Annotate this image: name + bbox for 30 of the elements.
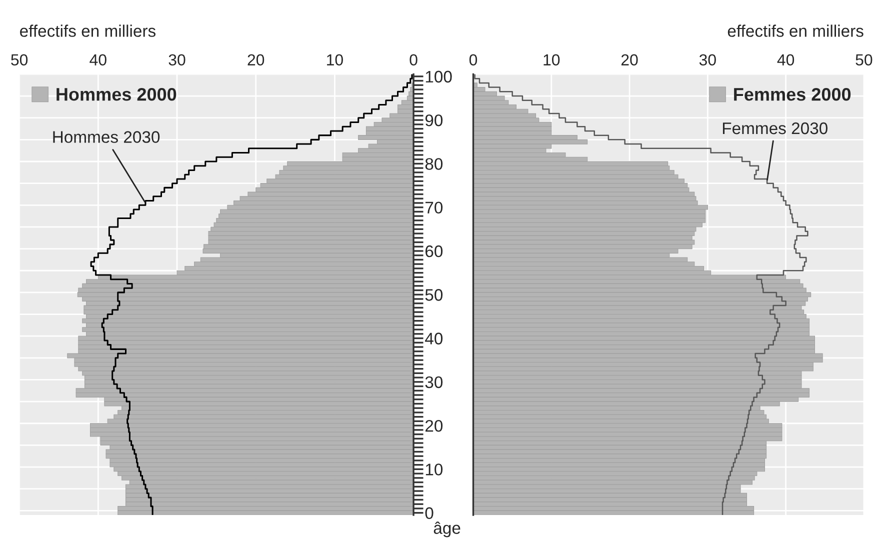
x-tick-label: 10: [544, 54, 560, 66]
x-tick-label: 0: [469, 54, 478, 66]
x-tick-label: 30: [168, 54, 186, 66]
x-axis-title: effectifs en milliers: [20, 24, 156, 37]
y-tick-label: 90: [425, 114, 443, 126]
legend-label: Hommes 2000: [56, 88, 176, 101]
x-tick-label: 40: [90, 54, 106, 66]
y-tick-label: 20: [425, 420, 443, 432]
x-tick-label: 20: [621, 54, 638, 66]
y-axis-title: âge: [434, 522, 460, 538]
x-axis-title: effectifs en milliers: [728, 24, 864, 37]
x-tick-label: 30: [699, 54, 716, 66]
text: Hommes 2030: [53, 131, 160, 143]
legend-label: Femmes 2000: [734, 88, 851, 101]
series-label: Femmes 2030: [722, 122, 828, 134]
y-tick-label: 80: [425, 158, 443, 170]
x-tick-label: 10: [327, 54, 343, 66]
x-tick-label: 0: [410, 54, 418, 66]
x-tick-label: 20: [248, 54, 264, 66]
y-tick-label: 50: [425, 289, 443, 301]
y-tick-label: 100: [426, 70, 452, 83]
x-tick-label: 50: [856, 54, 872, 66]
y-tick-label: 60: [425, 245, 443, 258]
y-tick-label: 70: [426, 202, 443, 214]
y-tick-label: 0: [425, 507, 434, 520]
y-tick-label: 30: [425, 376, 443, 388]
x-tick-label: 50: [11, 54, 28, 66]
y-tick-label: 40: [425, 332, 443, 344]
y-tick-label: 10: [426, 464, 443, 476]
x-tick-label: 40: [777, 54, 794, 66]
